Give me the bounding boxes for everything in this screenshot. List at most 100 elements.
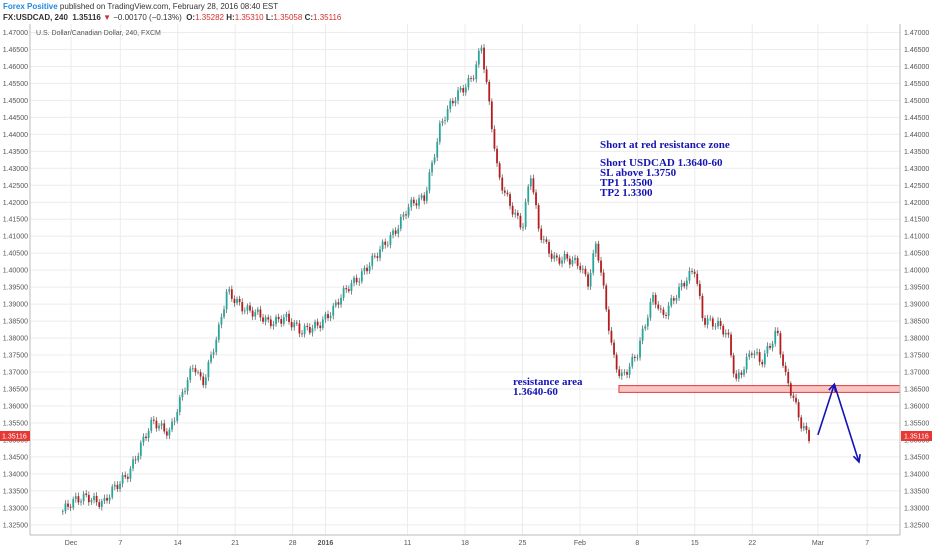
candle-body xyxy=(774,330,777,344)
candle-body xyxy=(787,372,790,384)
candle-body xyxy=(776,330,779,334)
candle-body xyxy=(462,88,465,93)
candle-body xyxy=(163,423,166,432)
time-label: 21 xyxy=(231,540,239,547)
candle-body xyxy=(457,90,459,101)
candle-body xyxy=(711,318,714,327)
price-change: −0.00170 (−0.13%) xyxy=(113,13,182,22)
candle-body xyxy=(329,315,332,319)
price-label: 1.33500 xyxy=(904,488,929,495)
price-label: 1.32500 xyxy=(904,522,929,529)
candle-body xyxy=(735,373,738,379)
candle-body xyxy=(223,309,225,317)
candle-body xyxy=(607,309,610,331)
candle-body xyxy=(191,368,194,370)
candle-body xyxy=(737,372,740,379)
candle-body xyxy=(761,361,764,365)
candle-body xyxy=(782,354,784,366)
candle-body xyxy=(314,321,316,329)
candle-body xyxy=(290,321,293,328)
candle-body xyxy=(332,305,335,316)
candle-body xyxy=(228,289,231,292)
symbol-label[interactable]: FX:USDCAD, 240 xyxy=(3,13,68,22)
candle-body xyxy=(511,205,514,215)
candle-body xyxy=(524,201,527,227)
candle-body xyxy=(519,215,522,228)
candle-body xyxy=(241,302,244,312)
candle-body xyxy=(280,319,283,324)
candle-body xyxy=(189,368,192,381)
time-label: 11 xyxy=(404,540,411,547)
candle-body xyxy=(769,345,771,348)
candle-body xyxy=(158,425,160,429)
price-label: 1.45000 xyxy=(904,98,929,105)
price-label: 1.34500 xyxy=(904,454,929,461)
candle-body xyxy=(368,265,371,272)
candle-body xyxy=(584,268,587,275)
candle-body xyxy=(337,302,340,305)
symbol-line: FX:USDCAD, 240 1.35116 ▼ −0.00170 (−0.13… xyxy=(3,13,341,23)
last-price-label: 1.35116 xyxy=(904,433,929,440)
candle-body xyxy=(680,283,683,287)
price-label: 1.37500 xyxy=(904,353,929,360)
time-label: 2016 xyxy=(318,540,334,547)
price-label: 1.43500 xyxy=(904,149,929,156)
candle-body xyxy=(173,420,176,422)
candle-body xyxy=(540,228,543,240)
candle-body xyxy=(134,459,137,461)
candle-body xyxy=(589,272,592,287)
candle-body xyxy=(132,459,134,469)
candle-body xyxy=(324,314,327,320)
candle-body xyxy=(693,271,696,274)
price-label: 1.44500 xyxy=(3,115,28,122)
right-price-labels: 1.325001.330001.335001.340001.345001.350… xyxy=(0,30,932,529)
candle-body xyxy=(197,372,199,374)
candle-body xyxy=(301,333,303,335)
candle-body xyxy=(714,326,717,328)
candle-body xyxy=(249,305,251,311)
last-price-tag xyxy=(901,430,932,441)
price-label: 1.38500 xyxy=(904,319,929,326)
candle-body xyxy=(675,297,678,301)
candle-body xyxy=(719,321,722,326)
candle-body xyxy=(340,297,342,305)
candle-body xyxy=(282,317,285,324)
candle-body xyxy=(792,395,795,398)
candle-body xyxy=(646,317,649,327)
candle-body xyxy=(444,120,446,121)
price-label: 1.37500 xyxy=(3,353,28,360)
candle-body xyxy=(618,369,621,377)
candle-body xyxy=(743,369,745,375)
candle-body xyxy=(805,426,808,431)
candle-body xyxy=(72,499,75,508)
price-label: 1.43000 xyxy=(904,166,929,173)
price-label: 1.46500 xyxy=(904,47,929,54)
price-label: 1.41500 xyxy=(904,217,929,224)
candle-body xyxy=(288,313,290,322)
candle-body xyxy=(275,316,277,325)
candle-body xyxy=(652,294,654,303)
candle-body xyxy=(199,372,202,377)
candle-body xyxy=(61,511,64,513)
candle-body xyxy=(709,318,712,320)
author-link[interactable]: Forex Positive xyxy=(3,2,58,11)
candle-body xyxy=(587,274,589,287)
candle-body xyxy=(615,354,618,370)
candle-body xyxy=(119,483,121,490)
resistance-range: 1.3640-60 xyxy=(513,386,558,398)
candle-body xyxy=(186,380,189,392)
price-label: 1.44000 xyxy=(3,132,28,139)
candle-body xyxy=(610,330,613,343)
candle-body xyxy=(485,69,488,82)
candle-body xyxy=(303,325,306,335)
close-label: C: xyxy=(304,13,314,22)
candle-body xyxy=(204,377,207,386)
candle-body xyxy=(545,239,548,242)
price-label: 1.33000 xyxy=(904,505,929,512)
candle-body xyxy=(771,343,774,348)
resistance-label: resistance area xyxy=(513,376,583,388)
candle-body xyxy=(64,503,67,512)
candle-body xyxy=(592,253,595,273)
price-label: 1.40000 xyxy=(3,268,28,275)
